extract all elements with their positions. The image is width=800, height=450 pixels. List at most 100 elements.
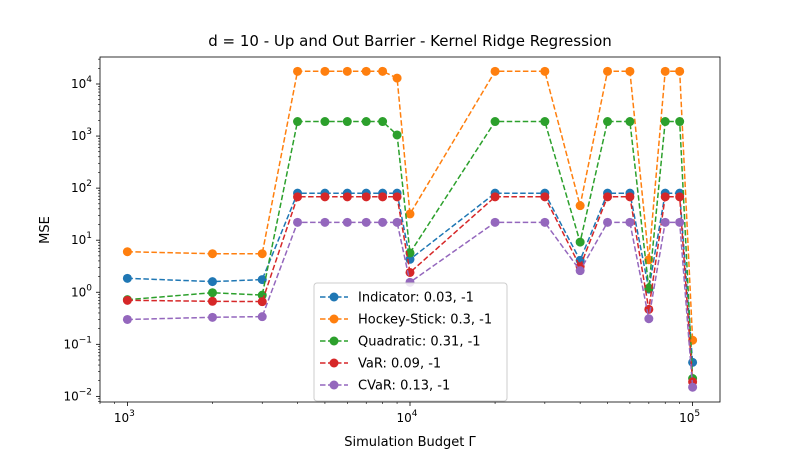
data-point (320, 192, 330, 202)
data-point (207, 312, 217, 322)
data-point (540, 66, 550, 76)
legend-swatch-marker (329, 336, 339, 346)
x-axis-label: Simulation Budget Γ (344, 435, 476, 450)
data-point (675, 117, 685, 127)
data-point (603, 66, 613, 76)
data-point (644, 283, 654, 293)
data-point (603, 217, 613, 227)
data-point (625, 217, 635, 227)
data-point (361, 192, 371, 202)
data-point (625, 66, 635, 76)
plot-frame (99, 56, 721, 403)
data-point (405, 267, 415, 277)
data-point (675, 192, 685, 202)
data-point (378, 217, 388, 227)
data-point (575, 201, 585, 211)
series-3 (122, 192, 698, 387)
data-point (320, 217, 330, 227)
chart-title: d = 10 - Up and Out Barrier - Kernel Rid… (208, 32, 612, 50)
data-point (342, 66, 352, 76)
legend-item: Hockey-Stick: 0.3, -1 (320, 313, 492, 328)
data-point (207, 277, 217, 287)
x-axis: 103 104 105 (99, 402, 700, 425)
legend-item: Indicator: 0.03, -1 (320, 291, 474, 306)
data-point (625, 117, 635, 127)
legend-label: Quadratic: 0.31, -1 (358, 335, 481, 350)
data-point (122, 247, 132, 257)
legend-item: Quadratic: 0.31, -1 (320, 335, 481, 350)
series-layer (122, 66, 698, 392)
data-point (490, 192, 500, 202)
data-point (490, 66, 500, 76)
legend-label: Hockey-Stick: 0.3, -1 (358, 313, 492, 328)
data-point (644, 314, 654, 324)
legend-frame (313, 282, 508, 402)
y-tick-label: 102 (71, 179, 92, 195)
data-point (540, 192, 550, 202)
data-point (575, 237, 585, 247)
data-point (392, 130, 402, 140)
data-point (540, 117, 550, 127)
data-point (688, 382, 698, 392)
data-point (361, 217, 371, 227)
data-point (660, 192, 670, 202)
y-tick-label: 10−2 (63, 387, 92, 403)
data-point (405, 209, 415, 219)
data-point (293, 192, 303, 202)
y-tick-label: 103 (71, 127, 92, 143)
data-point (320, 66, 330, 76)
series-4 (122, 217, 698, 392)
data-point (122, 314, 132, 324)
data-point (207, 288, 217, 298)
data-point (378, 117, 388, 127)
legend-swatch-marker (329, 380, 339, 390)
legend-item: VaR: 0.09, -1 (320, 357, 441, 372)
data-point (625, 192, 635, 202)
data-point (257, 249, 267, 259)
data-point (540, 217, 550, 227)
data-point (361, 117, 371, 127)
y-tick-label: 100 (71, 283, 92, 299)
data-point (361, 66, 371, 76)
legend-swatch-marker (329, 292, 339, 302)
legend-label: CVaR: 0.13, -1 (358, 379, 450, 394)
data-point (660, 117, 670, 127)
data-point (293, 66, 303, 76)
x-tick-label: 105 (679, 409, 700, 425)
data-point (293, 117, 303, 127)
x-tick-label: 103 (114, 409, 135, 425)
x-tick-label: 104 (396, 409, 417, 425)
legend-item: CVaR: 0.13, -1 (320, 379, 450, 394)
data-point (122, 273, 132, 283)
data-point (378, 66, 388, 76)
data-point (490, 217, 500, 227)
y-axis-label: MSE (38, 216, 53, 244)
data-point (603, 192, 613, 202)
data-point (257, 312, 267, 322)
data-point (490, 117, 500, 127)
data-point (660, 66, 670, 76)
data-point (392, 73, 402, 83)
legend-label: Indicator: 0.03, -1 (358, 291, 474, 306)
data-point (378, 192, 388, 202)
data-point (207, 249, 217, 259)
data-point (660, 217, 670, 227)
y-tick-label: 10−1 (63, 335, 92, 351)
data-point (603, 117, 613, 127)
y-tick-label: 104 (71, 75, 92, 91)
legend-label: VaR: 0.09, -1 (358, 357, 441, 372)
data-point (342, 117, 352, 127)
legend-swatch-marker (329, 358, 339, 368)
data-point (257, 297, 267, 307)
data-point (122, 295, 132, 305)
data-point (644, 304, 654, 314)
data-point (320, 117, 330, 127)
data-point (342, 217, 352, 227)
data-point (293, 217, 303, 227)
data-point (392, 192, 402, 202)
y-axis: 10−2 10−1 100 101 102 103 104 (63, 58, 100, 403)
data-point (392, 217, 402, 227)
legend: Indicator: 0.03, -1 Hockey-Stick: 0.3, -1… (313, 282, 508, 402)
legend-swatch-marker (329, 314, 339, 324)
